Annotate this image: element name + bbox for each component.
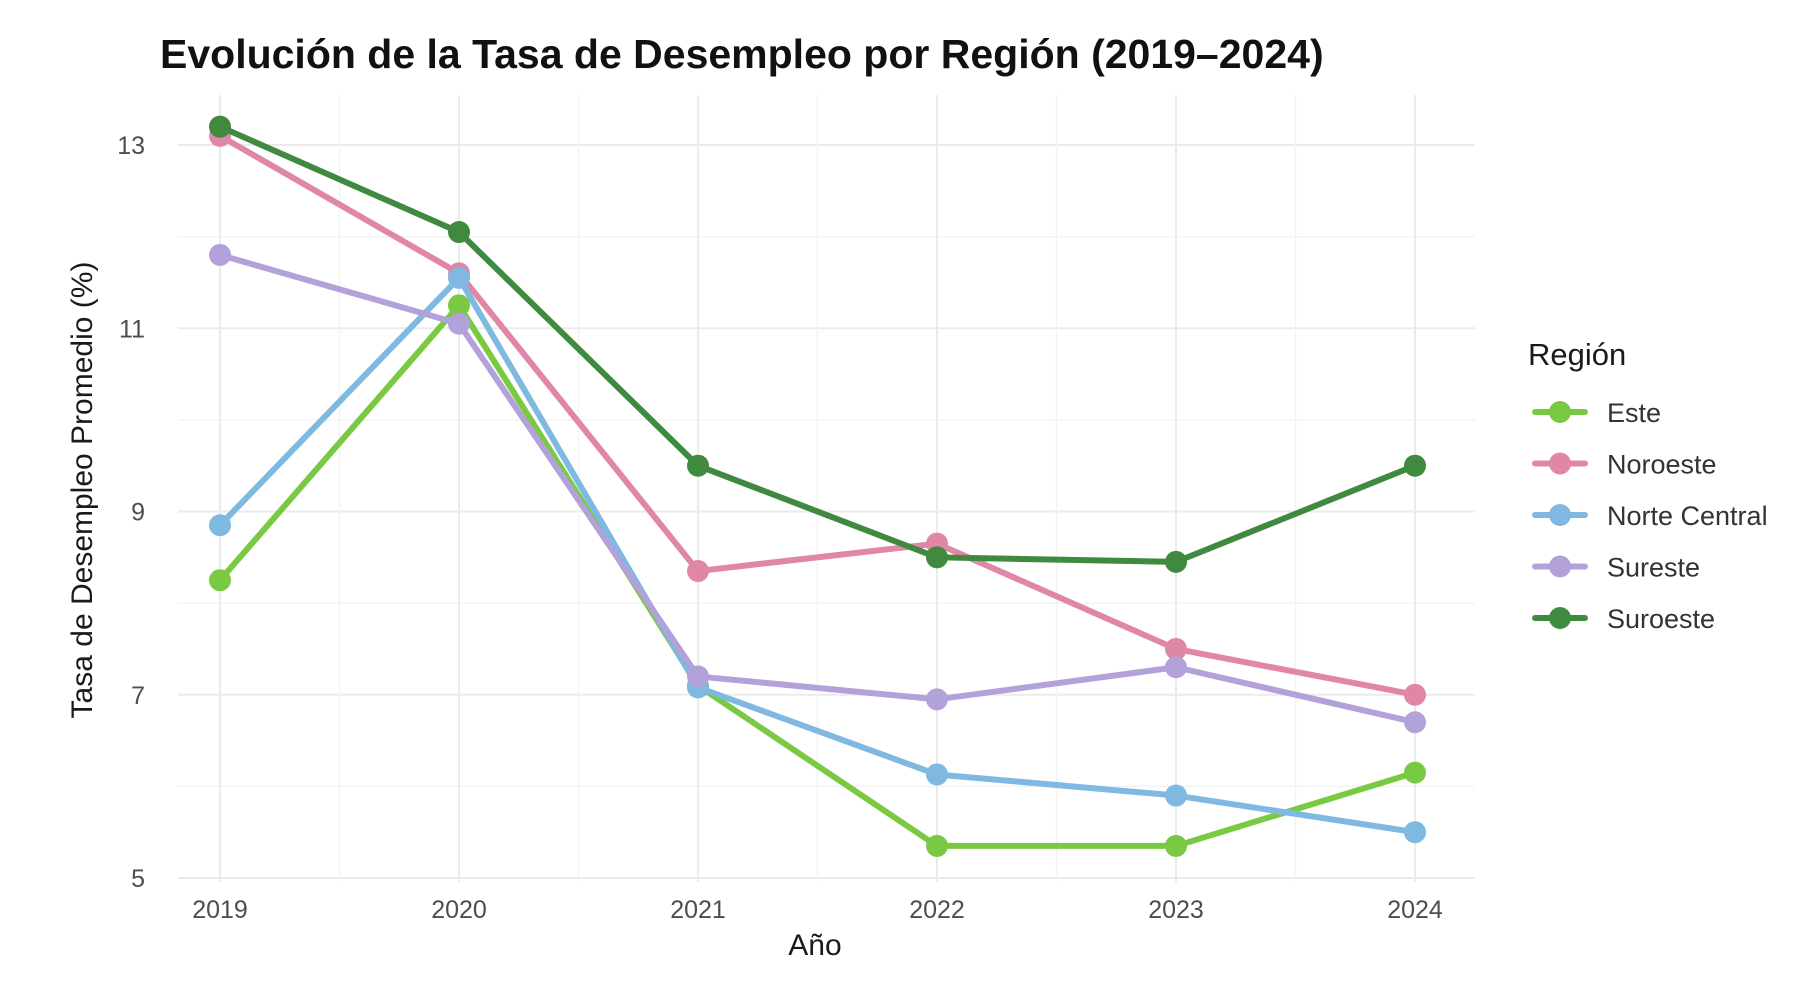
- legend-item: Noroeste: [1532, 450, 1717, 480]
- data-point: [209, 243, 231, 266]
- data-point: [209, 115, 231, 138]
- series-line: [217, 302, 1418, 849]
- series-line: [217, 132, 1418, 698]
- series-line: [217, 251, 1418, 726]
- y-tick-label: 5: [131, 865, 145, 893]
- legend-key-point: [1549, 504, 1571, 526]
- legend-key-point: [1549, 452, 1571, 475]
- data-point: [209, 514, 231, 537]
- legend-label: Suroeste: [1607, 604, 1715, 634]
- data-point: [926, 763, 948, 786]
- data-point: [448, 294, 470, 317]
- x-tick-label: 2024: [1387, 896, 1443, 924]
- data-point: [1165, 550, 1187, 573]
- x-tick-label: 2021: [670, 896, 726, 924]
- series-sureste: [209, 243, 1426, 734]
- data-point: [448, 221, 470, 244]
- data-point: [1404, 454, 1426, 477]
- data-point: [926, 546, 948, 569]
- y-tick-label: 11: [119, 315, 145, 343]
- legend-label: Sureste: [1607, 553, 1700, 583]
- series-lines: [209, 115, 1426, 857]
- data-point: [1165, 656, 1187, 679]
- data-point: [448, 266, 470, 289]
- data-point: [1404, 821, 1426, 844]
- legend-items: Este Noroeste Norte Central Sureste Suroeste: [1532, 398, 1768, 634]
- data-point: [1404, 711, 1426, 734]
- x-axis-title: Año: [788, 929, 841, 962]
- x-tick-label: 2023: [1148, 896, 1204, 924]
- series-este: [209, 294, 1426, 857]
- data-point: [1165, 834, 1187, 857]
- y-tick-label: 9: [131, 499, 145, 527]
- data-point: [1165, 637, 1187, 660]
- grid: [178, 95, 1475, 882]
- x-tick-label: 2019: [192, 896, 248, 924]
- y-tick-label: 7: [131, 682, 145, 710]
- legend-item: Sureste: [1532, 553, 1700, 583]
- x-axis-ticks: 2019 2020 2021 2022 2023 2024: [192, 896, 1443, 924]
- legend-item: Este: [1532, 398, 1661, 428]
- legend-label: Noroeste: [1607, 450, 1717, 480]
- y-tick-label: 13: [117, 132, 145, 160]
- legend-key-point: [1549, 401, 1571, 423]
- series-line: [217, 274, 1418, 836]
- data-point: [1404, 761, 1426, 784]
- legend-item: Suroeste: [1532, 604, 1715, 634]
- data-point: [448, 312, 470, 335]
- data-point: [209, 569, 231, 592]
- data-point: [1165, 784, 1187, 807]
- data-point: [687, 560, 709, 583]
- y-axis-ticks: 5 7 9 11 13: [117, 132, 145, 893]
- legend-key-point: [1549, 555, 1571, 578]
- data-point: [687, 665, 709, 688]
- data-point: [1404, 683, 1426, 706]
- data-point: [926, 688, 948, 711]
- legend-key-point: [1549, 607, 1571, 629]
- legend-title: Región: [1528, 337, 1626, 372]
- chart-title: Evolución de la Tasa de Desempleo por Re…: [160, 31, 1324, 77]
- y-axis-title: Tasa de Desempleo Promedio (%): [66, 262, 99, 719]
- series-suroeste: [209, 115, 1426, 573]
- legend-label: Norte Central: [1607, 501, 1768, 531]
- data-point: [687, 454, 709, 477]
- data-point: [926, 834, 948, 857]
- x-tick-label: 2022: [909, 896, 965, 924]
- legend-label: Este: [1607, 398, 1661, 428]
- legend-item: Norte Central: [1532, 501, 1768, 531]
- x-tick-label: 2020: [431, 896, 487, 924]
- series-line: [217, 123, 1418, 565]
- legend: Región Este Noroeste Norte Central Sureste S…: [1528, 337, 1768, 634]
